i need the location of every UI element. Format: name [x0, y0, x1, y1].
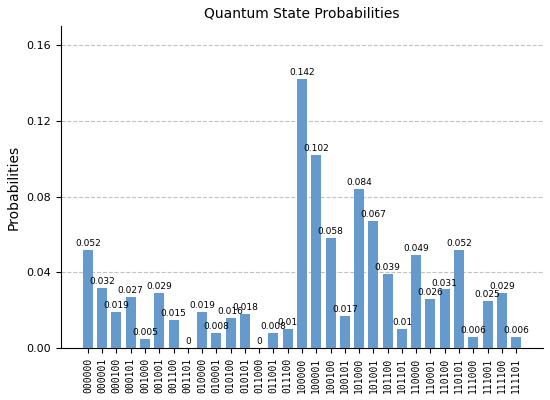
Bar — [297, 79, 307, 348]
Bar — [497, 293, 507, 348]
Bar — [112, 312, 122, 348]
Bar — [211, 333, 221, 348]
Bar — [454, 250, 464, 348]
Bar — [440, 290, 450, 348]
Bar — [340, 316, 350, 348]
Bar — [268, 333, 278, 348]
Text: 0.006: 0.006 — [503, 326, 529, 335]
Text: 0.005: 0.005 — [132, 328, 158, 337]
Bar — [83, 250, 93, 348]
Text: 0.031: 0.031 — [432, 278, 458, 288]
Text: 0: 0 — [185, 337, 191, 346]
Text: 0.039: 0.039 — [375, 263, 400, 272]
Text: 0.006: 0.006 — [460, 326, 486, 335]
Text: 0.142: 0.142 — [289, 68, 315, 77]
Title: Quantum State Probabilities: Quantum State Probabilities — [204, 7, 400, 21]
Text: 0.032: 0.032 — [89, 277, 115, 286]
Bar — [140, 339, 150, 348]
Text: 0.01: 0.01 — [392, 318, 412, 327]
Text: 0.052: 0.052 — [446, 239, 472, 248]
Text: 0.029: 0.029 — [146, 282, 172, 291]
Text: 0.067: 0.067 — [360, 210, 386, 219]
Text: 0.016: 0.016 — [218, 307, 244, 316]
Bar — [326, 238, 336, 348]
Text: 0.026: 0.026 — [417, 288, 443, 297]
Text: 0.049: 0.049 — [403, 244, 429, 254]
Bar — [226, 318, 235, 348]
Text: 0.008: 0.008 — [261, 322, 287, 331]
Text: 0.052: 0.052 — [75, 239, 101, 248]
Text: 0.058: 0.058 — [318, 227, 344, 236]
Text: 0.018: 0.018 — [232, 303, 258, 312]
Bar — [283, 329, 293, 348]
Text: 0.01: 0.01 — [278, 318, 298, 327]
Bar — [368, 221, 378, 348]
Bar — [511, 337, 521, 348]
Text: 0.029: 0.029 — [489, 282, 515, 291]
Bar — [197, 312, 207, 348]
Bar — [154, 293, 164, 348]
Text: 0.015: 0.015 — [161, 309, 186, 318]
Bar — [383, 274, 393, 348]
Bar — [482, 301, 493, 348]
Text: 0.025: 0.025 — [475, 290, 500, 299]
Y-axis label: Probabilities: Probabilities — [7, 145, 21, 230]
Text: 0.017: 0.017 — [332, 305, 358, 314]
Bar — [411, 255, 421, 348]
Text: 0.084: 0.084 — [346, 178, 372, 187]
Text: 0: 0 — [256, 337, 262, 346]
Text: 0.027: 0.027 — [118, 286, 144, 295]
Bar — [468, 337, 478, 348]
Text: 0.102: 0.102 — [304, 144, 329, 153]
Bar — [426, 299, 436, 348]
Bar — [311, 155, 321, 348]
Text: 0.008: 0.008 — [204, 322, 229, 331]
Bar — [97, 288, 107, 348]
Bar — [168, 320, 179, 348]
Bar — [240, 314, 250, 348]
Bar — [354, 189, 364, 348]
Text: 0.019: 0.019 — [103, 301, 129, 310]
Bar — [397, 329, 407, 348]
Text: 0.019: 0.019 — [189, 301, 215, 310]
Bar — [126, 297, 136, 348]
